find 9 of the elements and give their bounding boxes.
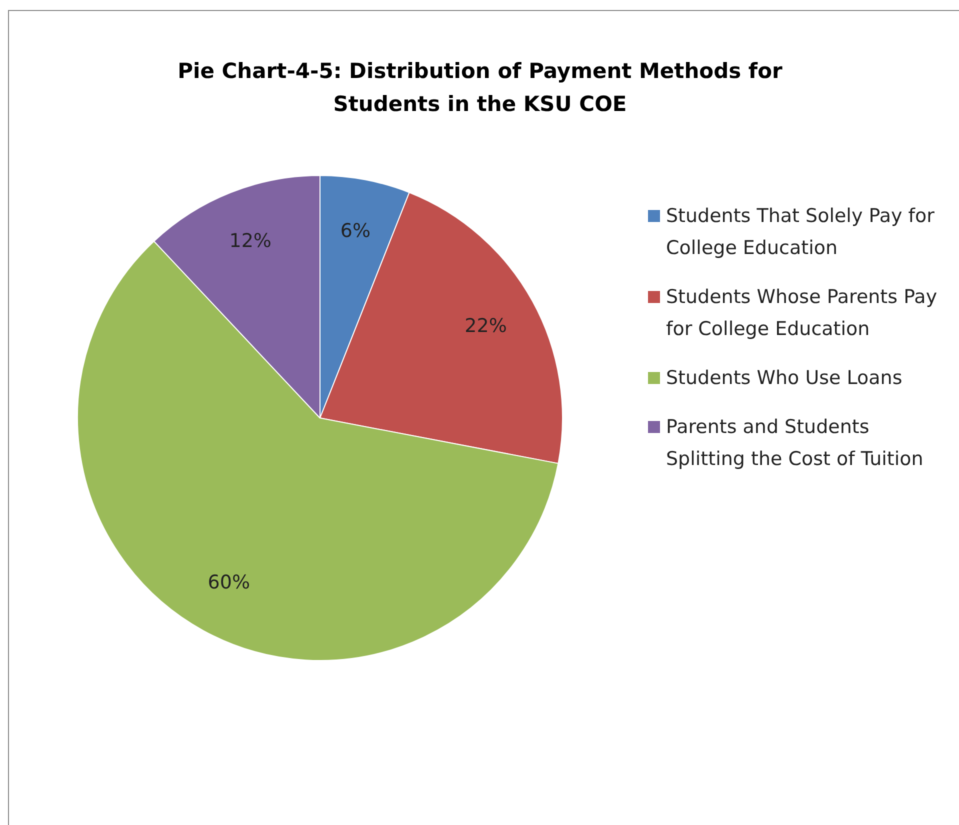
chart-title: Pie Chart-4-5: Distribution of Payment Methods for Students in the KSU COE (176, 58, 784, 118)
data-label: 60% (208, 572, 250, 594)
data-label: 6% (340, 220, 371, 242)
legend-label: Students Who Use Loans (666, 366, 902, 391)
data-label: 12% (229, 230, 272, 252)
data-label: 22% (464, 314, 507, 337)
legend-label: Parents and Students Splitting the Cost of Tuition (666, 415, 924, 472)
legend-label: Students Whose Parents Pay for College Education (666, 285, 938, 342)
legend-label: Students That Solely Pay for College Education (666, 204, 936, 261)
